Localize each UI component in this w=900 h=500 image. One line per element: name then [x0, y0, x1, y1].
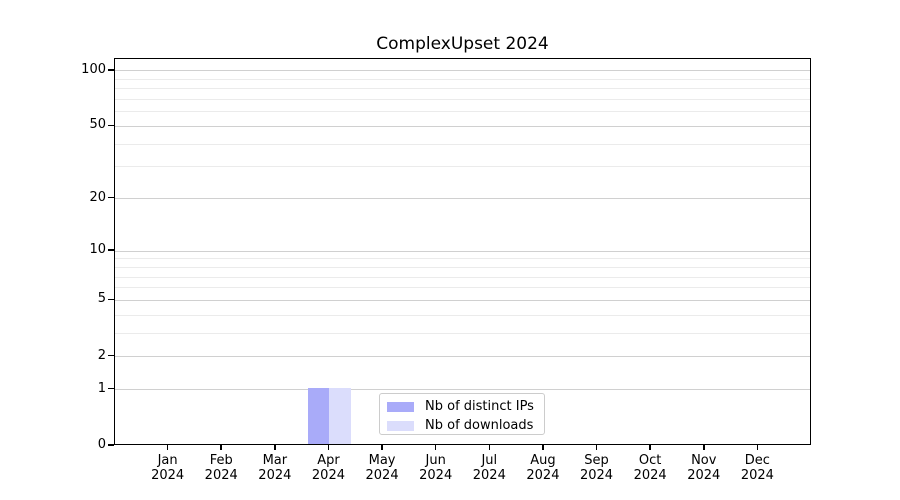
y-tick-mark [108, 387, 114, 390]
minor-gridline [115, 332, 810, 334]
x-tick-mark [381, 445, 383, 450]
minor-gridline [115, 78, 810, 80]
y-tick-label: 50 [89, 117, 106, 133]
major-gridline [115, 125, 810, 127]
x-tick-label: Dec 2024 [740, 453, 774, 483]
chart-title: ComplexUpset 2024 [376, 34, 549, 54]
y-tick-label: 1 [97, 380, 106, 396]
legend-item-downloads: Nb of downloads [387, 417, 538, 434]
x-tick-mark [542, 445, 544, 450]
x-tick-label: Mar 2024 [258, 453, 292, 483]
minor-gridline [115, 266, 810, 268]
minor-gridline [115, 111, 810, 113]
x-tick-label: Jun 2024 [419, 453, 453, 483]
y-tick-label: 20 [89, 189, 106, 205]
major-gridline [115, 389, 810, 391]
major-gridline [115, 299, 810, 301]
minor-gridline [115, 287, 810, 289]
minor-gridline [115, 258, 810, 260]
x-tick-label: Nov 2024 [687, 453, 721, 483]
y-tick-mark [108, 124, 114, 127]
y-tick-mark [108, 196, 114, 199]
minor-gridline [115, 88, 810, 90]
x-tick-mark [595, 445, 598, 450]
x-tick-label: Apr 2024 [311, 453, 345, 483]
major-gridline [115, 198, 810, 200]
x-tick-label: Oct 2024 [633, 453, 667, 483]
y-tick-mark [108, 354, 114, 357]
legend-swatch-downloads [387, 420, 414, 431]
y-tick-label: 5 [97, 291, 106, 307]
bar-nb-of-downloads [329, 388, 351, 445]
y-tick-mark [108, 298, 114, 301]
x-tick-label: Sep 2024 [579, 453, 614, 483]
bar-nb-of-distinct-ips [308, 388, 330, 445]
x-tick-mark [703, 445, 705, 450]
y-tick-label: 10 [89, 242, 106, 258]
y-tick-label: 2 [97, 347, 106, 363]
legend-label-distinct-ips: Nb of distinct IPs [425, 399, 534, 414]
x-tick-label: Jan 2024 [151, 453, 185, 483]
legend-item-distinct-ips: Nb of distinct IPs [387, 398, 538, 415]
x-tick-mark [649, 445, 651, 450]
x-tick-mark [488, 445, 491, 450]
legend-label-downloads: Nb of downloads [425, 418, 534, 433]
major-gridline [115, 250, 810, 252]
x-tick-label: Aug 2024 [526, 453, 560, 483]
minor-gridline [115, 166, 810, 168]
x-tick-mark [166, 445, 169, 450]
x-tick-mark [327, 445, 330, 450]
x-tick-mark [274, 445, 276, 450]
major-gridline [115, 356, 810, 358]
major-gridline [115, 70, 810, 72]
y-tick-mark [108, 444, 114, 446]
x-tick-label: Feb 2024 [204, 453, 238, 483]
minor-gridline [115, 276, 810, 278]
x-tick-label: Jul 2024 [472, 453, 506, 483]
minor-gridline [115, 314, 810, 316]
y-tick-label: 100 [81, 61, 106, 77]
minor-gridline [115, 99, 810, 101]
minor-gridline [115, 143, 810, 145]
legend: Nb of distinct IPs Nb of downloads [379, 393, 545, 435]
x-tick-mark [220, 445, 222, 450]
x-tick-label: May 2024 [365, 453, 399, 483]
x-tick-mark [434, 445, 437, 450]
y-tick-label: 0 [97, 437, 106, 452]
y-tick-mark [108, 249, 114, 251]
legend-swatch-distinct-ips [387, 401, 414, 412]
plot-area: Nb of distinct IPs Nb of downloads [114, 58, 811, 445]
y-tick-mark [108, 69, 114, 71]
x-tick-mark [756, 445, 759, 450]
